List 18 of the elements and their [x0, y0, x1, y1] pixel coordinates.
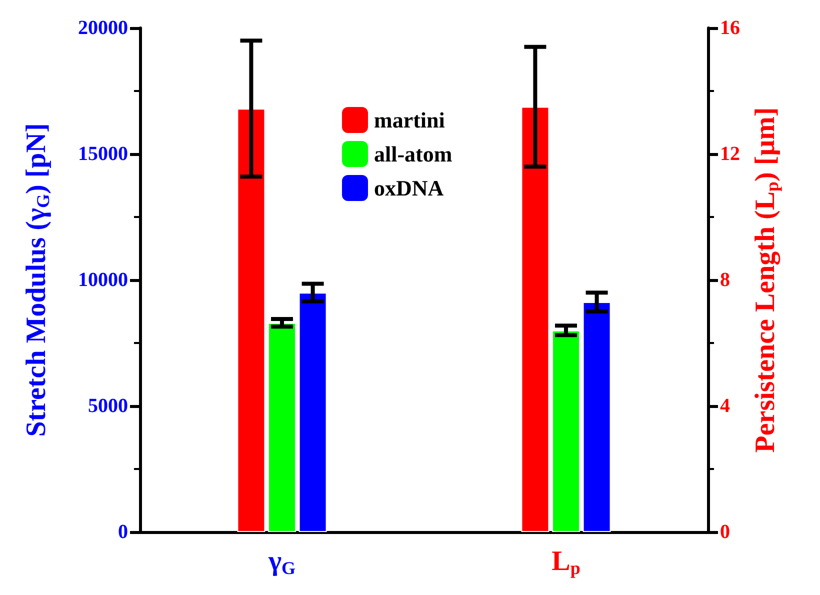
bar	[298, 292, 327, 532]
y-axis-title: Stretch Modulus (γG) [pN]	[21, 123, 53, 437]
y2-tick-label: 0	[720, 521, 730, 543]
y2-tick-label: 16	[720, 17, 740, 39]
legend-label: all-atom	[374, 142, 452, 166]
y-tick-label: 15000	[78, 143, 128, 165]
y-tick-label: 0	[118, 521, 128, 543]
legend-label: martini	[374, 108, 445, 132]
y2-tick-label: 8	[720, 269, 730, 291]
y-tick-label: 20000	[78, 17, 128, 39]
y2-tick-label: 12	[720, 143, 740, 165]
bar	[237, 108, 266, 532]
legend-label: oxDNA	[374, 176, 444, 200]
y-tick-label: 10000	[78, 269, 128, 291]
y2-tick-label: 4	[720, 395, 730, 417]
bar	[268, 322, 296, 532]
y-tick-label: 5000	[88, 395, 128, 417]
y2-axis-title: Persistence Length (Lp) [μm]	[750, 107, 782, 453]
